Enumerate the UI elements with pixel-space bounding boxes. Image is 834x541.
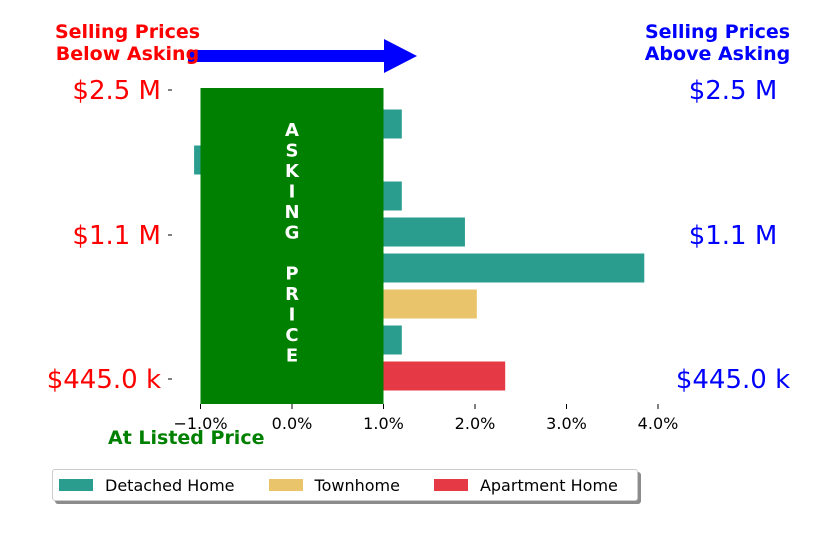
x-tick-label-5: 3.0%	[546, 414, 587, 433]
above-asking-line1: Selling Prices	[644, 21, 791, 43]
asking-letter-2: S	[286, 141, 299, 162]
right-tick-label-2: $1.1 M	[689, 221, 778, 251]
x-tick-label-4: 2.0%	[455, 414, 496, 433]
below-asking-line1: Selling Prices	[54, 21, 201, 43]
legend-label-townhome: Townhome	[314, 475, 400, 495]
legend-label-detached: Detached Home	[105, 475, 235, 495]
legend-swatch-apartment	[433, 479, 468, 491]
x-tick-label-1: −1.0%	[173, 414, 227, 433]
below-asking-line2: Below Asking	[55, 43, 200, 65]
left-axis: $2.5 M $1.1 M $445.0 k	[47, 76, 172, 395]
left-tick-label-3: $445.0 k	[47, 365, 161, 395]
asking-letter-12: E	[286, 346, 298, 367]
legend-label-apartment: Apartment Home	[479, 475, 618, 495]
asking-letter-4: I	[289, 182, 296, 203]
legend-swatch-detached	[59, 479, 93, 491]
legend-item-apartment: Apartment Home	[433, 475, 618, 495]
x-tick-label-2: 0.0%	[272, 414, 313, 433]
arrow-icon	[188, 39, 417, 73]
asking-letter-5: N	[284, 202, 299, 223]
above-asking-line2: Above Asking	[644, 43, 791, 65]
legend-item-townhome: Townhome	[268, 475, 400, 495]
right-tick-label-3: $445.0 k	[676, 365, 790, 395]
arrow-group	[188, 39, 417, 73]
asking-letter-3: K	[285, 161, 300, 182]
asking-letter-9: R	[285, 284, 299, 305]
right-tick-label-1: $2.5 M	[689, 76, 778, 106]
asking-letter-1: A	[285, 120, 299, 141]
asking-letter-8: P	[285, 264, 298, 285]
asking-price-box-rect	[200, 88, 384, 404]
below-asking-header: Selling Prices Below Asking	[40, 21, 215, 65]
legend-swatch-townhome	[268, 479, 303, 491]
asking-letter-11: C	[285, 325, 298, 346]
x-tick-label-3: 1.0%	[363, 414, 404, 433]
right-axis: $2.5 M $1.1 M $445.0 k	[676, 76, 790, 395]
left-tick-label-1: $2.5 M	[72, 76, 161, 106]
x-tick-label-6: 4.0%	[638, 414, 679, 433]
left-tick-label-2: $1.1 M	[72, 221, 161, 251]
legend-item-detached: Detached Home	[59, 476, 235, 495]
legend: Detached Home Townhome Apartment Home	[52, 469, 638, 501]
x-axis: −1.0% 0.0% 1.0% 2.0% 3.0% 4.0%	[173, 404, 678, 433]
at-listed-price-label: At Listed Price	[108, 427, 265, 449]
above-asking-header: Selling Prices Above Asking	[630, 21, 805, 65]
asking-letter-6: G	[285, 223, 300, 244]
asking-letter-10: I	[289, 305, 296, 326]
